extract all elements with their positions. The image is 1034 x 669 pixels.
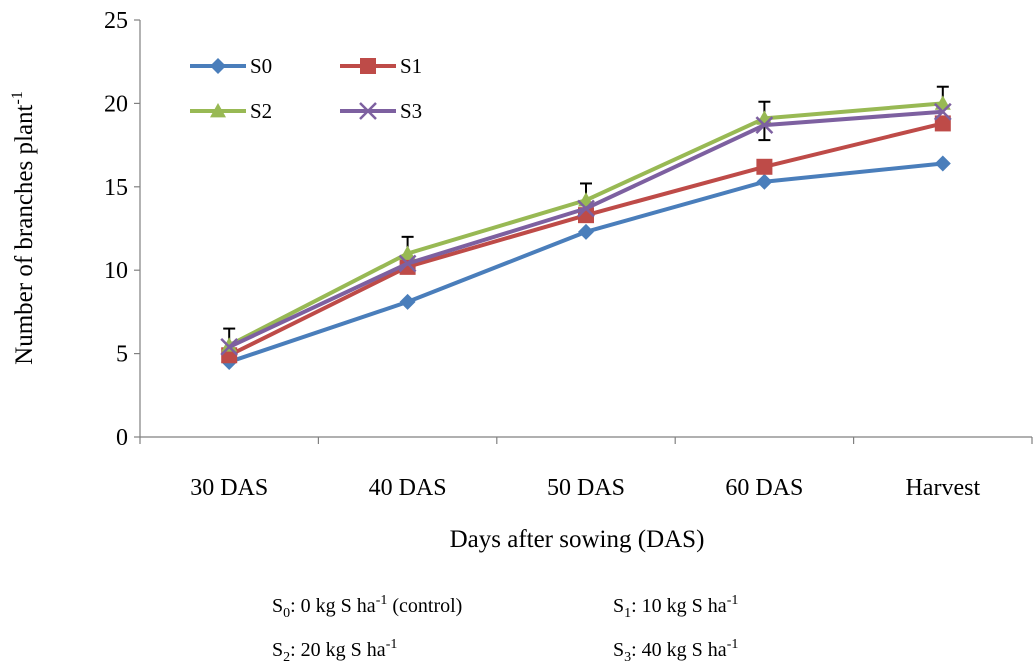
axes — [139, 20, 1032, 438]
data-point-diamond — [210, 58, 226, 74]
legend-label: S0 — [250, 54, 272, 78]
y-tick-label: 15 — [104, 175, 128, 201]
x-stroke — [933, 102, 952, 121]
legend-label: S3 — [400, 99, 422, 123]
data-point-triangle — [221, 337, 238, 352]
y-tick-label: 5 — [116, 342, 128, 368]
footnote-3: S3: 40 kg S ha-1 — [613, 637, 738, 665]
y-tick-label: 20 — [104, 91, 128, 117]
y-axis-ticks: 0 5 10 15 20 25 — [104, 8, 140, 451]
treatment-footnotes: S0: 0 kg S ha-1 (control) S1: 10 kg S ha-… — [272, 593, 738, 665]
x-axis-title: Days after sowing (DAS) — [450, 526, 705, 553]
data-point-diamond — [399, 293, 416, 310]
x-stroke — [755, 116, 774, 134]
data-point-x — [220, 338, 239, 356]
y-tick-label: 0 — [116, 425, 128, 451]
x-tick-label: 60 DAS — [725, 475, 803, 501]
x-axis-ticks: 30 DAS 40 DAS 50 DAS 60 DAS Harvest — [139, 437, 1033, 501]
data-point-x — [755, 116, 774, 134]
x-tick-label: Harvest — [905, 475, 980, 501]
data-point-triangle — [210, 103, 226, 118]
data-point-triangle — [399, 245, 416, 260]
legend-label: S2 — [250, 99, 272, 123]
x-stroke — [577, 199, 595, 218]
data-point-square — [360, 58, 376, 74]
data-point-x — [359, 102, 377, 120]
series-s2 — [221, 95, 951, 352]
y-tick-label: 10 — [104, 258, 128, 284]
footnote-2: S2: 20 kg S ha-1 — [272, 637, 397, 665]
legend-item-s1: S1 — [340, 54, 422, 78]
legend-item-s3: S3 — [340, 99, 422, 123]
x-tick-label: 40 DAS — [369, 475, 447, 501]
legend-label: S1 — [400, 54, 422, 78]
data-point-x — [933, 102, 952, 121]
data-point-diamond — [578, 223, 594, 240]
footnote-1: S1: 10 kg S ha-1 — [613, 593, 738, 621]
data-point-diamond — [756, 173, 773, 190]
legend: S0 S1 S2 S3 — [190, 54, 422, 123]
footnote-0: S0: 0 kg S ha-1 (control) — [272, 593, 462, 621]
data-point-x — [398, 254, 417, 273]
x-tick-label: 50 DAS — [547, 475, 625, 501]
legend-item-s2: S2 — [190, 99, 272, 123]
series-s3 — [220, 102, 952, 356]
data-point-square — [934, 115, 951, 132]
data-point-diamond — [934, 155, 951, 172]
legend-item-s0: S0 — [190, 54, 272, 78]
series-s0 — [221, 155, 951, 370]
y-axis-title: Number of branches plant-1 — [9, 91, 38, 365]
x-stroke — [220, 338, 239, 356]
y-tick-label: 25 — [104, 8, 128, 34]
data-point-square — [756, 158, 773, 175]
x-stroke — [359, 102, 377, 120]
data-point-x — [577, 199, 595, 218]
series-lines — [220, 95, 952, 370]
x-tick-label: 30 DAS — [190, 475, 268, 501]
x-stroke — [398, 254, 417, 273]
